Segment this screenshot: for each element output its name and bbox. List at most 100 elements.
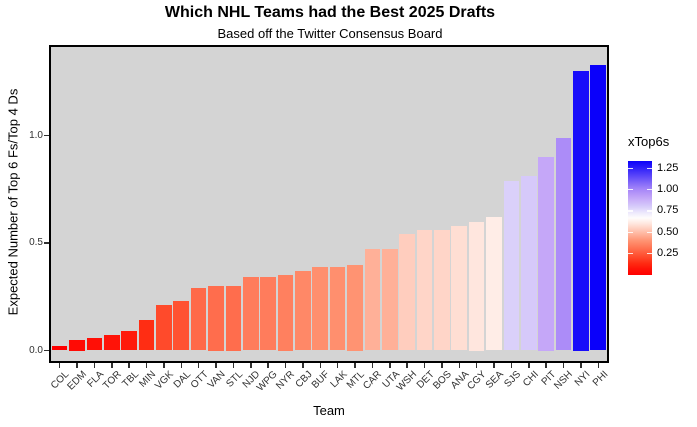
x-tick (250, 363, 252, 368)
x-tick-label: BUF (310, 369, 333, 391)
x-tick (180, 363, 183, 368)
x-tick (128, 363, 130, 368)
x-tick (510, 363, 513, 368)
x-tick (458, 363, 461, 368)
bar-nyr (277, 275, 294, 351)
y-tick-label: 0.5 (29, 237, 43, 248)
legend-gradient-bar (628, 161, 652, 275)
bar-cgy (468, 221, 485, 351)
x-tick-label: LAK (328, 369, 350, 391)
bar-sjs (503, 180, 520, 351)
x-tick-label: NYI (573, 369, 593, 389)
x-tick (111, 363, 113, 368)
bar-wpg (260, 277, 276, 351)
y-tick (44, 242, 49, 244)
legend-tick-label: 1.25 (657, 161, 679, 174)
x-tick (545, 363, 547, 368)
x-tick (163, 363, 165, 368)
x-tick (267, 363, 269, 368)
bar-phi (590, 64, 607, 351)
bar-col (51, 346, 68, 351)
x-tick (371, 363, 374, 368)
x-tick-label: SJS (502, 369, 524, 390)
x-tick (580, 363, 582, 368)
bar-tor (103, 335, 120, 351)
x-tick (562, 363, 565, 368)
x-tick-label: PHI (590, 369, 611, 389)
legend-tick-label: 1.00 (657, 183, 679, 196)
bar-bos (434, 230, 450, 351)
x-tick (389, 363, 391, 368)
chart-subtitle: Based off the Twitter Consensus Board (217, 26, 443, 41)
y-tick-label: 1.0 (29, 129, 43, 141)
bar-nsh (555, 137, 572, 351)
x-tick-label: CAR (361, 369, 385, 392)
x-tick (145, 363, 148, 368)
legend-tick-label: 0.50 (657, 225, 679, 238)
bar-stl (225, 286, 242, 351)
bar-cbj (295, 270, 311, 351)
x-tick-label: CHI (520, 369, 541, 389)
legend-tick-mark (628, 252, 633, 255)
legend-tick-mark (628, 210, 633, 212)
y-tick-label: 0.0 (29, 344, 43, 356)
bar-wsh (399, 234, 415, 351)
y-tick (44, 134, 49, 137)
bar-njd (242, 277, 259, 351)
legend-tick-mark (647, 188, 652, 191)
bar-mtl (347, 264, 363, 351)
x-tick (93, 363, 96, 368)
legend-tick-mark (647, 210, 652, 212)
bar-ott (190, 288, 207, 351)
x-tick (284, 363, 287, 368)
legend-tick-mark (628, 188, 633, 191)
bar-det (416, 230, 433, 351)
x-tick (475, 363, 478, 368)
x-tick (423, 363, 426, 368)
x-tick (302, 363, 304, 368)
x-axis-title: Team (313, 403, 345, 418)
legend-tick-mark (647, 252, 652, 255)
x-tick (597, 363, 600, 368)
legend-tick-mark (628, 231, 633, 234)
bar-dal (173, 301, 190, 351)
legend-tick-mark (628, 167, 633, 169)
bar-van (208, 286, 224, 351)
bar-tbl (121, 331, 137, 351)
legend-tick-mark (647, 231, 652, 234)
chart-title: Which NHL Teams had the Best 2025 Drafts (164, 4, 496, 21)
x-tick-label: DAL (171, 369, 194, 391)
bar-pit (538, 157, 554, 351)
bar-fla (86, 337, 103, 351)
bar-uta (381, 249, 398, 351)
x-tick (441, 363, 443, 368)
y-tick (44, 349, 49, 352)
bar-lak (329, 266, 346, 351)
bar-car (364, 249, 381, 351)
x-tick-label: STL (224, 369, 246, 390)
bar-min (138, 320, 155, 351)
legend-tick-label: 0.75 (657, 204, 679, 217)
bar-buf (312, 266, 329, 351)
x-tick (215, 363, 217, 368)
x-tick (76, 363, 78, 368)
legend-title: xTop6s (628, 134, 670, 149)
bar-nyi (573, 71, 589, 351)
x-tick-label: TBL (120, 369, 141, 390)
x-tick (528, 363, 530, 368)
x-tick (336, 363, 339, 368)
legend-tick-mark (647, 167, 652, 169)
x-tick (406, 363, 408, 368)
x-tick (354, 363, 356, 368)
x-tick (232, 363, 235, 368)
x-tick (493, 363, 495, 368)
bar-vgk (156, 305, 172, 351)
x-tick-label: DET (414, 369, 437, 391)
x-tick (58, 363, 61, 368)
bar-sea (486, 217, 502, 351)
y-axis-title: Expected Number of Top 6 Fs/Top 4 Ds (5, 88, 21, 316)
bar-chi (520, 176, 537, 351)
bar-edm (69, 339, 85, 351)
x-tick (197, 363, 200, 368)
